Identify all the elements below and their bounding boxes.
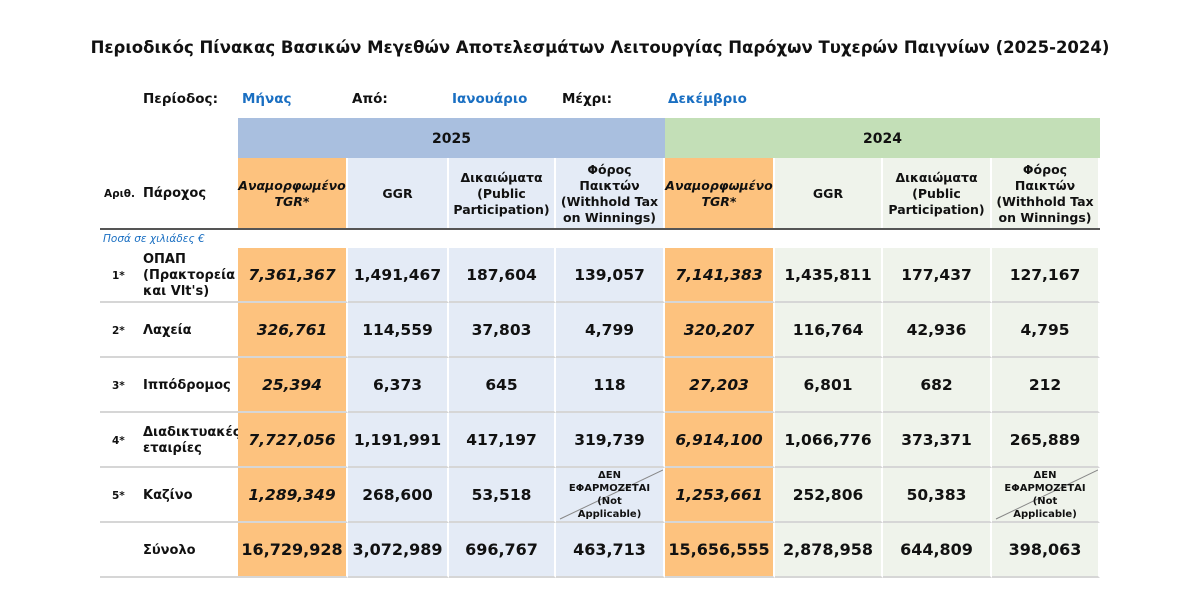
- value-rights-2024: 682: [883, 358, 992, 413]
- value-ggr-2025: 6,373: [348, 358, 449, 413]
- value-rights-2025: 696,767: [449, 523, 556, 578]
- value-tax-2024: 4,795: [992, 303, 1100, 358]
- value-tgr-2025: 326,761: [238, 303, 348, 358]
- value-ggr-2024: 6,801: [775, 358, 883, 413]
- value-ggr-2024: 1,435,811: [775, 248, 883, 303]
- value-tax-2025: 319,739: [556, 413, 665, 468]
- value-tgr-2024: 15,656,555: [665, 523, 775, 578]
- row-divider: [100, 356, 238, 358]
- column-header-rights: Δικαιώματα (Public Participation): [883, 158, 992, 229]
- row-divider: [100, 466, 238, 468]
- row-divider: [100, 301, 238, 303]
- value-tax-2025: 139,057: [556, 248, 665, 303]
- provider-name: ΟΠΑΠ (Πρακτορεία και Vlt's): [143, 251, 236, 299]
- value-tgr-2025: 16,729,928: [238, 523, 348, 578]
- value-tax-2024: 265,889: [992, 413, 1100, 468]
- diagonal-strike: [995, 469, 1098, 520]
- provider-name: Σύνολο: [143, 542, 196, 558]
- divider: [100, 228, 1100, 230]
- value-rights-2025: 187,604: [449, 248, 556, 303]
- provider-name: Καζίνο: [143, 487, 193, 503]
- value-ggr-2025: 3,072,989: [348, 523, 449, 578]
- value-rights-2024: 50,383: [883, 468, 992, 523]
- provider-name: Διαδικτυακές εταιρίες: [143, 424, 241, 456]
- column-header-tax: Φόρος Παικτών (Withhold Tax on Winnings): [992, 158, 1100, 229]
- row-divider: [100, 576, 238, 578]
- value-tax-2025: 463,713: [556, 523, 665, 578]
- year-header-2025: 2025: [238, 118, 665, 159]
- value-ggr-2024: 116,764: [775, 303, 883, 358]
- row-divider: [100, 411, 238, 413]
- value-tgr-2024: 320,207: [665, 303, 775, 358]
- value-rights-2024: 42,936: [883, 303, 992, 358]
- year-header-2024: 2024: [665, 118, 1100, 159]
- value-rights-2025: 37,803: [449, 303, 556, 358]
- value-rights-2025: 645: [449, 358, 556, 413]
- value-ggr-2024: 2,878,958: [775, 523, 883, 578]
- value-tgr-2024: 6,914,100: [665, 413, 775, 468]
- row-number: 2*: [112, 324, 125, 337]
- column-header-tax: Φόρος Παικτών (Withhold Tax on Winnings): [556, 158, 665, 229]
- not-applicable-cell: ΔΕΝ ΕΦΑΡΜΟΖΕΤΑΙ (Not Applicable): [556, 468, 665, 523]
- column-header-tgr: Αναμορφωμένο TGR*: [665, 158, 775, 229]
- column-header-ggr: GGR: [775, 158, 883, 229]
- value-ggr-2025: 268,600: [348, 468, 449, 523]
- not-applicable-cell: ΔΕΝ ΕΦΑΡΜΟΖΕΤΑΙ (Not Applicable): [992, 468, 1100, 523]
- value-tax-2024: 212: [992, 358, 1100, 413]
- not-applicable-text: ΔΕΝ ΕΦΑΡΜΟΖΕΤΑΙ (Not Applicable): [568, 469, 651, 520]
- to-value: Δεκέμβριο: [668, 91, 747, 107]
- value-tax-2024: 398,063: [992, 523, 1100, 578]
- not-applicable-text: ΔΕΝ ΕΦΑΡΜΟΖΕΤΑΙ (Not Applicable): [1004, 469, 1086, 520]
- column-header-tgr: Αναμορφωμένο TGR*: [238, 158, 348, 229]
- value-rights-2024: 177,437: [883, 248, 992, 303]
- column-header-num: Αριθ.: [104, 187, 135, 200]
- amounts-note: Ποσά σε χιλιάδες €: [103, 233, 205, 245]
- provider-name: Λαχεία: [143, 322, 192, 338]
- from-value: Ιανουάριο: [452, 91, 528, 107]
- value-tgr-2024: 27,203: [665, 358, 775, 413]
- from-label: Από:: [352, 91, 388, 107]
- column-header-rights: Δικαιώματα (Public Participation): [449, 158, 556, 229]
- row-number: 4*: [112, 434, 125, 447]
- value-rights-2024: 373,371: [883, 413, 992, 468]
- row-divider: [100, 521, 238, 523]
- value-tgr-2024: 7,141,383: [665, 248, 775, 303]
- row-number: 3*: [112, 379, 125, 392]
- to-label: Μέχρι:: [562, 91, 612, 107]
- period-value: Μήνας: [242, 91, 292, 107]
- value-tgr-2024: 1,253,661: [665, 468, 775, 523]
- row-number: 5*: [112, 489, 125, 502]
- column-header-ggr: GGR: [348, 158, 449, 229]
- value-tax-2025: 4,799: [556, 303, 665, 358]
- value-rights-2024: 644,809: [883, 523, 992, 578]
- value-ggr-2024: 252,806: [775, 468, 883, 523]
- provider-name: Ιππόδρομος: [143, 377, 231, 393]
- diagonal-strike: [559, 469, 663, 520]
- value-ggr-2025: 1,191,991: [348, 413, 449, 468]
- value-ggr-2025: 1,491,467: [348, 248, 449, 303]
- value-rights-2025: 53,518: [449, 468, 556, 523]
- value-rights-2025: 417,197: [449, 413, 556, 468]
- row-number: 1*: [112, 269, 125, 282]
- column-header-provider: Πάροχος: [143, 185, 207, 201]
- value-tgr-2025: 1,289,349: [238, 468, 348, 523]
- page-title: Περιοδικός Πίνακας Βασικών Μεγεθών Αποτε…: [90, 38, 1110, 57]
- period-label: Περίοδος:: [143, 91, 218, 107]
- value-tgr-2025: 25,394: [238, 358, 348, 413]
- value-ggr-2025: 114,559: [348, 303, 449, 358]
- value-tgr-2025: 7,361,367: [238, 248, 348, 303]
- value-tax-2025: 118: [556, 358, 665, 413]
- value-tax-2024: 127,167: [992, 248, 1100, 303]
- value-ggr-2024: 1,066,776: [775, 413, 883, 468]
- value-tgr-2025: 7,727,056: [238, 413, 348, 468]
